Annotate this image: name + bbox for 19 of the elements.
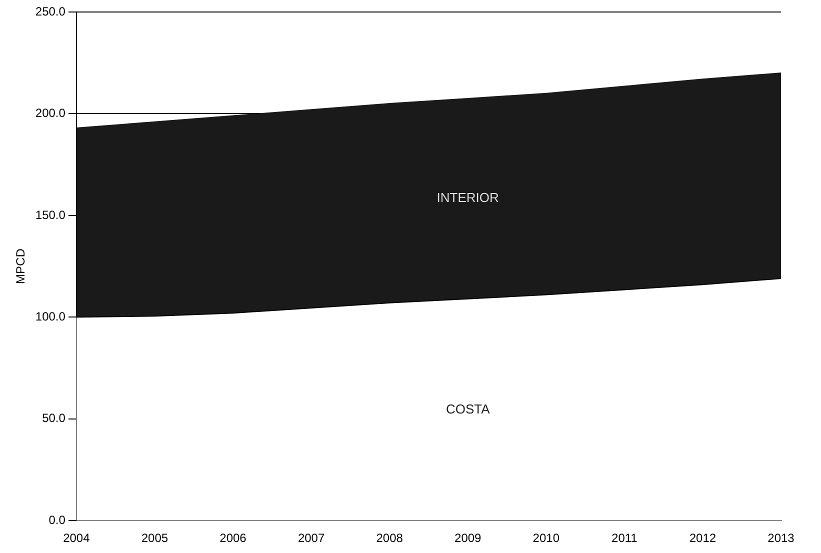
x-tick-label: 2008 [376, 531, 404, 546]
x-tick-label: 2009 [454, 531, 482, 546]
y-tick-label: 50.0 [42, 411, 66, 426]
y-tick-label: 100.0 [35, 309, 66, 324]
x-tick-label: 2004 [63, 531, 90, 546]
x-tick-label: 2005 [141, 531, 168, 546]
x-tick-label: 2013 [768, 531, 795, 546]
series-label: COSTA [446, 401, 490, 416]
x-tick-label: 2011 [612, 531, 638, 546]
x-tick-label: 2010 [532, 531, 560, 546]
x-tick-label: 2006 [220, 531, 247, 546]
y-tick-label: 150.0 [35, 208, 66, 222]
y-axis-title: MPCD [14, 248, 28, 284]
x-tick-label: 2007 [298, 531, 325, 546]
x-tick-label: 2012 [689, 531, 716, 546]
y-tick-label: 250.0 [35, 4, 66, 18]
y-tick-label: 200.0 [35, 106, 66, 120]
y-tick-label: 0.0 [48, 512, 66, 527]
series-label: INTERIOR [436, 190, 499, 206]
